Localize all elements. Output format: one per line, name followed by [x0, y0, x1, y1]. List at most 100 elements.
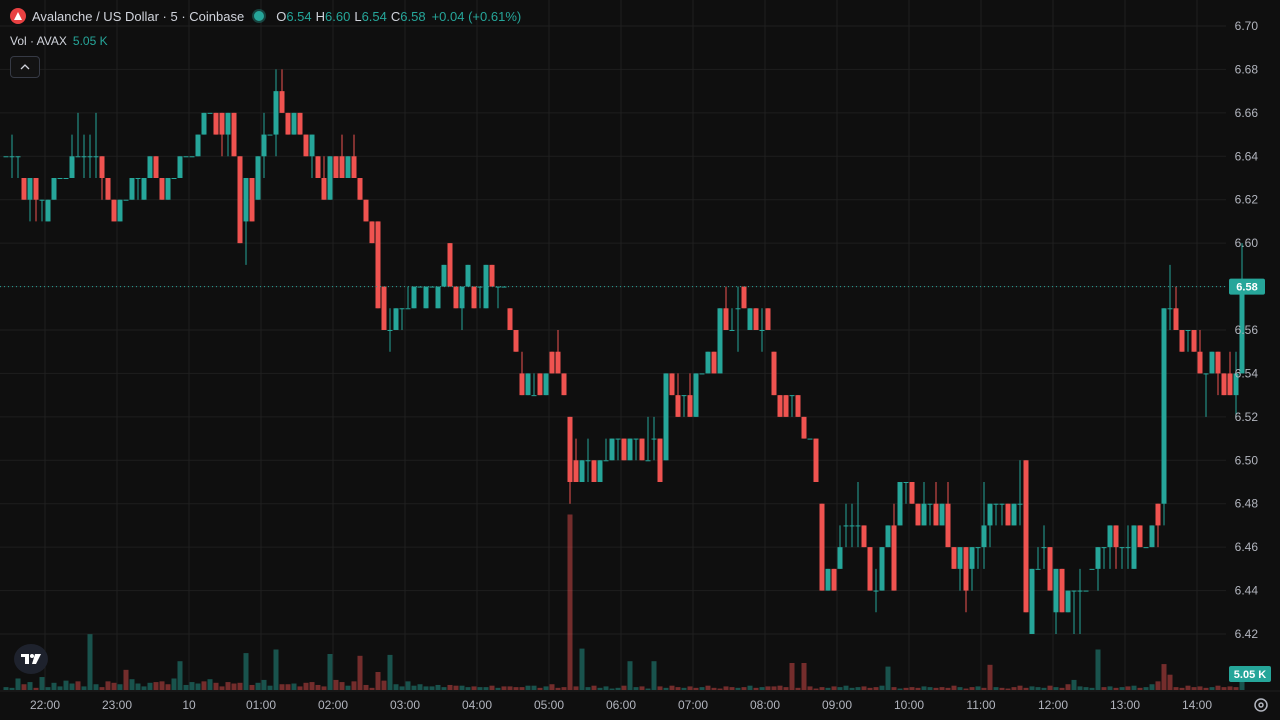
candle — [249, 178, 255, 222]
candle-body — [639, 438, 645, 461]
candle-body — [891, 525, 897, 591]
candle-body — [1167, 308, 1173, 310]
volume-bar — [1083, 687, 1089, 690]
candle-body — [753, 308, 759, 330]
candle-body — [1179, 330, 1185, 352]
candle — [1179, 330, 1185, 352]
volume-bar — [3, 687, 9, 690]
candle — [1119, 547, 1125, 569]
candle-body — [387, 330, 393, 331]
settings-gear-icon[interactable] — [1252, 696, 1270, 714]
candle-body — [381, 286, 387, 330]
candle — [441, 264, 447, 287]
candle-body — [159, 178, 165, 200]
time-tick-label: 08:00 — [750, 698, 780, 712]
candle-body — [789, 395, 795, 397]
volume-bar — [843, 685, 849, 690]
candle-body — [909, 482, 915, 504]
candle-body — [1089, 568, 1095, 570]
time-tick-label: 11:00 — [966, 698, 995, 712]
time-tick-label: 05:00 — [534, 698, 564, 712]
volume-bar — [1029, 686, 1035, 690]
candle-body — [921, 503, 927, 526]
volume-bar — [777, 685, 783, 690]
high-label: H — [315, 8, 326, 24]
volume-bar — [459, 685, 465, 690]
candle — [645, 416, 651, 462]
volume-bar — [609, 688, 615, 690]
candle-body — [687, 395, 693, 417]
candle-body — [663, 373, 669, 461]
volume-bar — [1053, 687, 1059, 690]
candle — [363, 199, 369, 222]
candle — [813, 438, 819, 482]
volume-bar — [465, 687, 471, 690]
candle — [207, 112, 213, 114]
candle-body — [1209, 351, 1215, 374]
candle — [729, 308, 735, 331]
candle-body — [933, 503, 939, 526]
candle-body — [1239, 286, 1245, 374]
volume-bar — [879, 685, 885, 690]
volume-bar — [87, 634, 93, 690]
volume-bar — [141, 686, 147, 690]
price-tick-label: 6.64 — [1235, 149, 1259, 163]
tradingview-logo-icon[interactable] — [14, 644, 48, 674]
candle — [147, 156, 153, 178]
volume-bar — [291, 683, 297, 690]
time-tick-label: 22:00 — [30, 698, 60, 712]
candle — [789, 395, 795, 417]
candle-body — [585, 460, 591, 462]
candle-body — [537, 373, 543, 396]
volume-bar — [1149, 684, 1155, 690]
candle — [33, 178, 39, 222]
volume-bar — [1227, 686, 1233, 690]
volume-bar — [369, 687, 375, 690]
candle — [177, 156, 183, 178]
candle-body — [897, 482, 903, 526]
candle — [297, 112, 303, 135]
candle-body — [27, 178, 33, 200]
close-value: 6.58 — [400, 8, 426, 24]
candle — [669, 373, 675, 396]
candle-body — [123, 199, 129, 201]
volume-bar — [273, 649, 279, 690]
volume-bar — [1005, 688, 1011, 690]
candle — [681, 395, 687, 417]
price-tick-label: 6.50 — [1235, 453, 1259, 467]
volume-bar — [261, 679, 267, 690]
candle — [261, 112, 267, 178]
candle-body — [63, 178, 69, 179]
candle-body — [711, 351, 717, 374]
candle — [879, 547, 885, 591]
price-axis[interactable]: 6.70 6.68 6.66 6.64 6.62 6.60 6.58 6.56 6.54 6.52… — [1235, 19, 1259, 641]
volume-bar — [165, 684, 171, 690]
time-tick-label: 02:00 — [318, 698, 348, 712]
symbol-title[interactable]: Avalanche / US Dollar · 5 · Coinbase — [32, 8, 245, 24]
volume-legend-label[interactable]: Vol · AVAX — [10, 34, 67, 48]
price-tick-label: 6.44 — [1235, 584, 1259, 598]
time-axis[interactable]: 22:00 23:00 10 01:00 02:00 03:00 04:00 05:00 06:… — [0, 690, 1280, 712]
candle-body — [633, 438, 639, 440]
time-tick-label: 01:00 — [246, 698, 276, 712]
candle — [369, 221, 375, 244]
candle-body — [1119, 547, 1125, 549]
volume-bar — [909, 687, 915, 690]
candle — [1215, 351, 1221, 396]
volume-bars — [3, 514, 1245, 690]
candle-body — [621, 438, 627, 461]
market-status-icon[interactable] — [254, 11, 265, 21]
candle-body — [111, 199, 117, 222]
candle — [453, 286, 459, 309]
candle-body — [795, 395, 801, 417]
collapse-legend-button[interactable] — [10, 56, 40, 78]
candle — [1083, 590, 1089, 592]
volume-bar — [525, 685, 531, 690]
candle — [471, 286, 477, 309]
volume-bar — [1161, 664, 1167, 690]
volume-bar — [897, 688, 903, 690]
candle-body — [39, 199, 45, 201]
candle-body — [915, 503, 921, 526]
candle-body — [513, 330, 519, 352]
